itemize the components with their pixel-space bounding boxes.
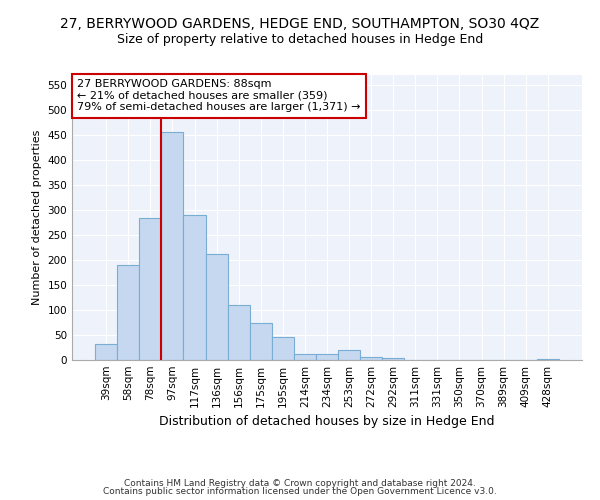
Bar [227,305,250,360]
Bar [382,358,404,360]
Bar [250,323,272,360]
Text: 27 BERRYWOOD GARDENS: 88sqm
← 21% of detached houses are smaller (359)
79% of se: 27 BERRYWOOD GARDENS: 88sqm ← 21% of det… [77,80,361,112]
Bar [338,350,360,360]
Bar [294,354,316,360]
Bar [206,254,227,360]
Bar [272,336,294,360]
Text: Contains HM Land Registry data © Crown copyright and database right 2024.: Contains HM Land Registry data © Crown c… [124,478,476,488]
Bar [139,218,161,360]
Bar [117,265,139,360]
Y-axis label: Number of detached properties: Number of detached properties [32,130,42,305]
Bar [161,132,184,360]
Bar [95,344,117,360]
Bar [184,215,206,360]
Bar [360,356,382,360]
X-axis label: Distribution of detached houses by size in Hedge End: Distribution of detached houses by size … [159,416,495,428]
Bar [537,358,559,360]
Text: Contains public sector information licensed under the Open Government Licence v3: Contains public sector information licen… [103,487,497,496]
Bar [316,354,338,360]
Text: 27, BERRYWOOD GARDENS, HEDGE END, SOUTHAMPTON, SO30 4QZ: 27, BERRYWOOD GARDENS, HEDGE END, SOUTHA… [61,18,539,32]
Text: Size of property relative to detached houses in Hedge End: Size of property relative to detached ho… [117,32,483,46]
